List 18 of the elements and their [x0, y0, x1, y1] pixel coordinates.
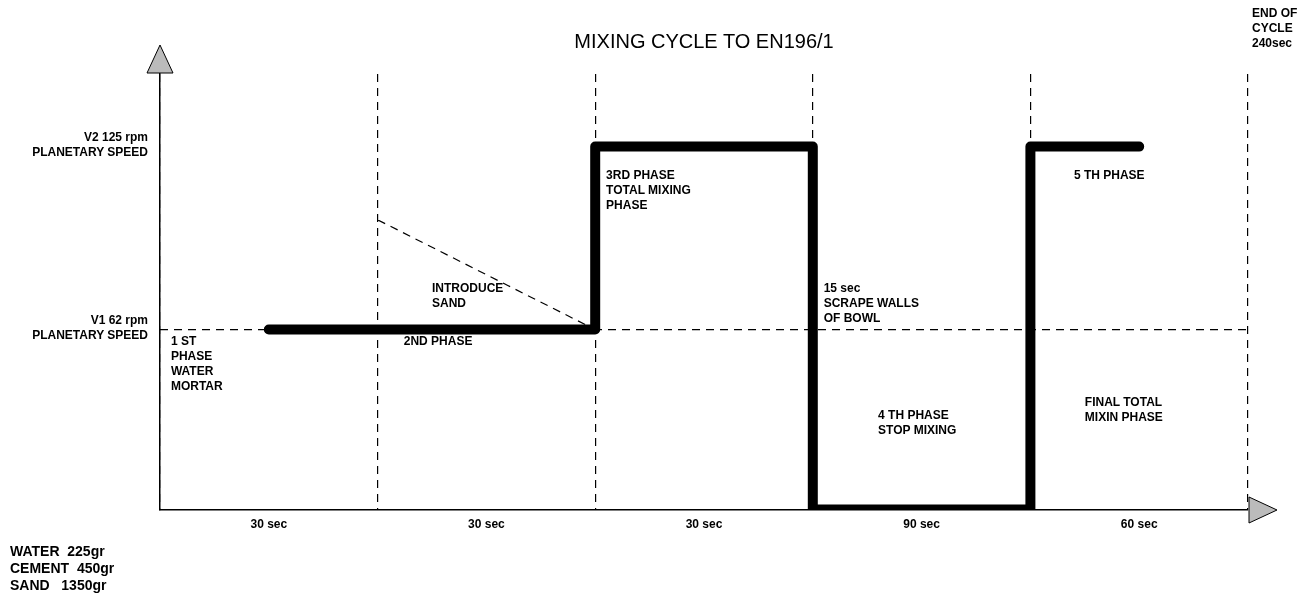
annotation: FINAL TOTAL MIXIN PHASE [1084, 394, 1163, 424]
x-tick-label: 30 sec [685, 517, 723, 532]
annotation: 1 ST PHASE WATER MORTAR [170, 333, 223, 393]
annotation: 15 sec SCRAPE WALLS OF BOWL [823, 281, 920, 326]
annotation: 2ND PHASE [403, 333, 473, 348]
text: WATER 225gr CEMENT 450gr SAND 1350gr [10, 543, 115, 594]
text: V1 62 rpm PLANETARY SPEED [32, 312, 149, 342]
annotation: INTRODUCE SAND [432, 281, 504, 311]
annotation: 5 TH PHASE [1073, 168, 1145, 183]
annotation: 3RD PHASE TOTAL MIXING PHASE [606, 168, 691, 213]
x-tick-label: 30 sec [468, 517, 506, 532]
text: V2 125 rpm PLANETARY SPEED [32, 129, 149, 159]
chart-title: MIXING CYCLE TO EN196/1 [574, 29, 834, 52]
x-tick-label: 30 sec [250, 517, 288, 532]
annotation: 4 TH PHASE STOP MIXING [878, 407, 957, 437]
x-tick-label: 60 sec [1120, 517, 1158, 532]
text: END OF CYCLE 240sec [1252, 6, 1298, 51]
x-tick-label: 90 sec [903, 517, 941, 532]
